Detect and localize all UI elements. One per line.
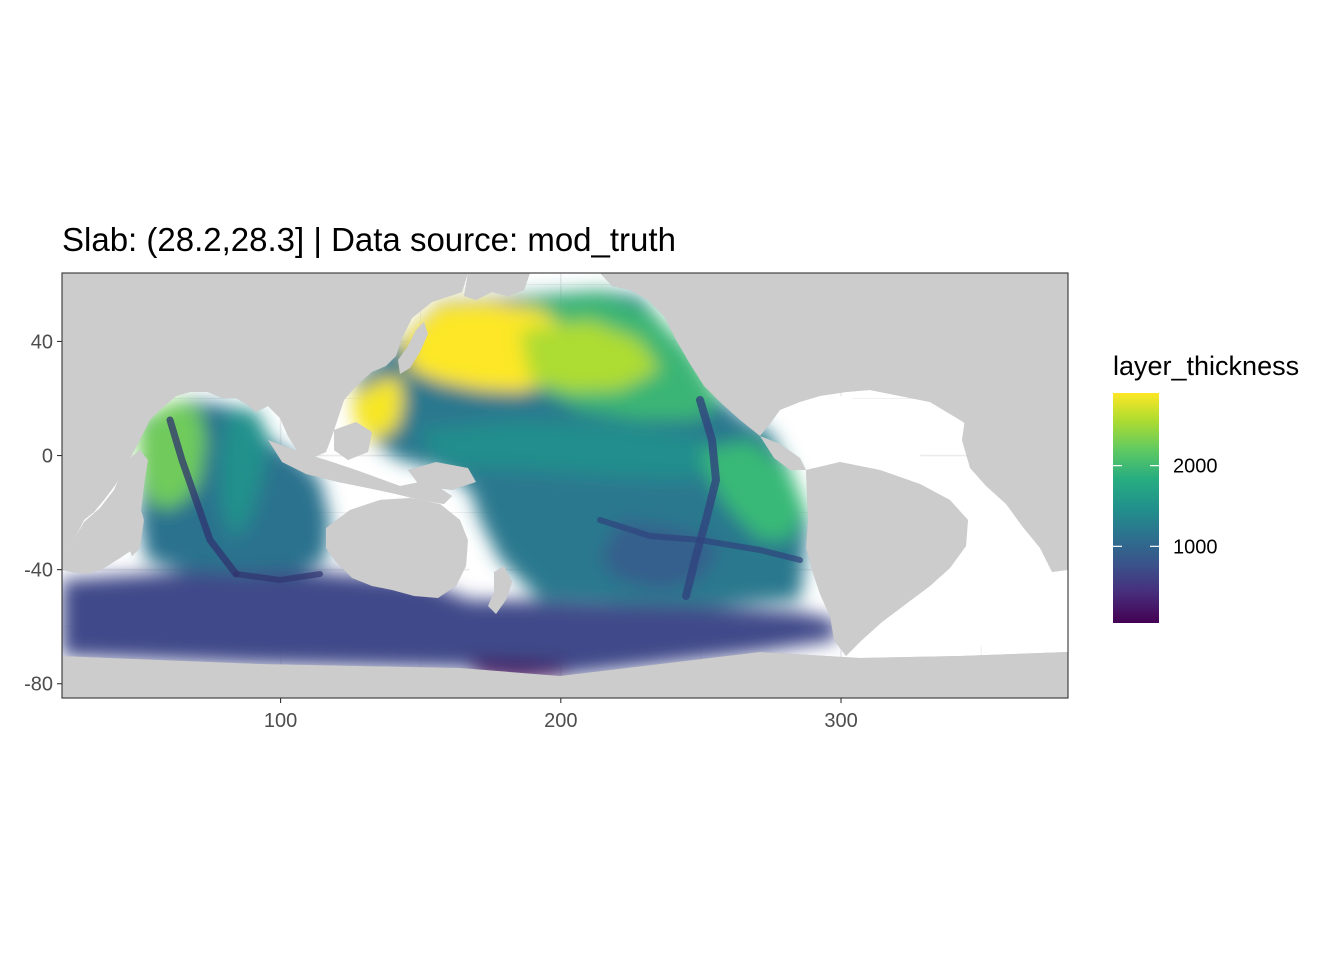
field-east-tropical — [700, 440, 806, 540]
y-tick-label: -80 — [24, 674, 53, 696]
field-philippine-sea — [352, 376, 404, 440]
x-tick-label: 200 — [544, 710, 577, 732]
field-subtropical-green — [520, 320, 660, 392]
field-east-pacific-rise — [682, 396, 721, 600]
field-chile-rise — [597, 517, 803, 563]
field-equatorial — [420, 420, 720, 480]
legend-title: layer_thickness — [1113, 351, 1299, 381]
x-axis: 100 200 300 — [264, 698, 858, 732]
panel-border — [61, 272, 1069, 699]
y-tick-label: 40 — [31, 331, 53, 353]
field-southern-ocean — [62, 570, 836, 676]
y-tick-label: 0 — [42, 446, 53, 468]
chart-title: Slab: (28.2,28.3] | Data source: mod_tru… — [62, 221, 676, 258]
legend-ticks: 1000 2000 — [1113, 456, 1218, 558]
legend-tick-label: 1000 — [1173, 536, 1218, 558]
legend-colorbar — [1113, 393, 1159, 623]
legend: layer_thickness 1000 2000 — [1113, 351, 1299, 623]
field-indian-ridge — [166, 416, 240, 578]
y-tick-label: -40 — [24, 560, 53, 582]
legend-tick-label: 2000 — [1173, 456, 1218, 478]
x-tick-label: 300 — [824, 710, 857, 732]
map-panel — [61, 272, 1069, 699]
layer-thickness-field — [62, 290, 836, 680]
field-southeast-indian-ridge — [233, 571, 323, 584]
field-east-indian — [220, 410, 270, 540]
y-axis: 40 0 -40 -80 — [24, 331, 62, 696]
x-tick-label: 100 — [264, 710, 297, 732]
